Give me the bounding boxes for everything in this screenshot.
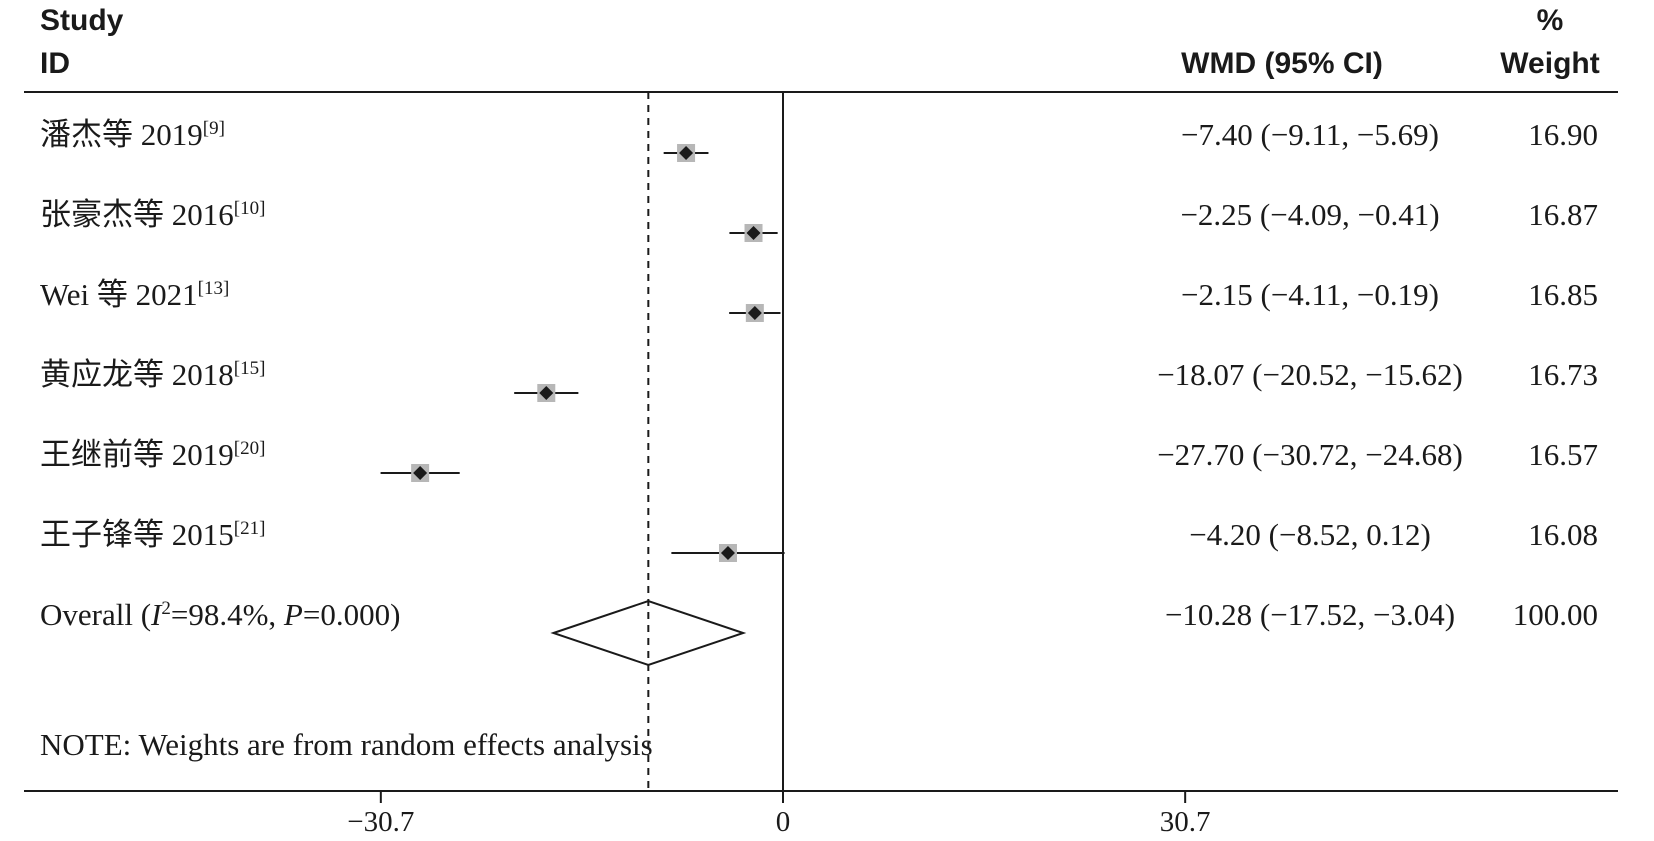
- weight-text: 16.57: [1528, 437, 1598, 472]
- overall-row: Overall (I2=98.4%, P=0.000) −10.28 (−17.5…: [40, 597, 1598, 667]
- header-id: ID: [40, 47, 70, 80]
- effect-ci-text: −4.20 (−8.52, 0.12): [1189, 517, 1431, 552]
- x-tick-label: 0: [776, 806, 791, 838]
- header-effect: WMD (95% CI): [1181, 47, 1383, 80]
- x-tick-label: 30.7: [1160, 806, 1211, 838]
- study-label: 王继前等 2019[20]: [40, 437, 265, 472]
- point-estimate: [539, 386, 554, 400]
- effect-ci-text: −27.70 (−30.72, −24.68): [1157, 437, 1463, 472]
- study-row: Wei 等 2021[13] −2.15 (−4.11, −0.19) 16.85: [40, 277, 1598, 322]
- point-estimate: [720, 546, 735, 560]
- study-label: Wei 等 2021[13]: [40, 277, 229, 312]
- study-row: 潘杰等 2019[9] −7.40 (−9.11, −5.69) 16.90: [40, 117, 1598, 162]
- study-label: 张豪杰等 2016[10]: [40, 197, 265, 232]
- overall-ci-text: −10.28 (−17.52, −3.04): [1165, 597, 1455, 632]
- point-estimate: [747, 306, 762, 320]
- effect-ci-text: −2.25 (−4.09, −0.41): [1180, 197, 1439, 232]
- effect-ci-text: −7.40 (−9.11, −5.69): [1181, 117, 1439, 152]
- study-row: 张豪杰等 2016[10] −2.25 (−4.09, −0.41) 16.87: [40, 197, 1598, 242]
- overall-label: Overall (I2=98.4%, P=0.000): [40, 597, 400, 632]
- point-estimate: [746, 226, 761, 240]
- reference-lines: [647, 92, 784, 791]
- weight-text: 16.08: [1528, 517, 1598, 552]
- note-text: NOTE: Weights are from random effects an…: [40, 727, 653, 762]
- study-label: 王子锋等 2015[21]: [40, 517, 265, 552]
- study-row: 王继前等 2019[20] −27.70 (−30.72, −24.68) 16.5…: [40, 437, 1598, 482]
- weight-text: 16.90: [1528, 117, 1598, 152]
- x-axis-ticks: −30.7 0 30.7: [347, 791, 1211, 838]
- overall-diamond: [550, 599, 747, 667]
- overall-weight-text: 100.00: [1513, 597, 1598, 632]
- header-weight-percent: %: [1537, 4, 1564, 37]
- header-weight: Weight: [1500, 47, 1599, 80]
- effect-ci-text: −18.07 (−20.52, −15.62): [1157, 357, 1463, 392]
- study-label: 潘杰等 2019[9]: [40, 117, 225, 152]
- weight-text: 16.85: [1528, 277, 1598, 312]
- point-estimate: [413, 466, 428, 480]
- study-row: 黄应龙等 2018[15] −18.07 (−20.52, −15.62) 16.7…: [40, 357, 1598, 402]
- study-label: 黄应龙等 2018[15]: [40, 357, 265, 392]
- point-estimate: [679, 146, 694, 160]
- study-rows: 潘杰等 2019[9] −7.40 (−9.11, −5.69) 16.90 张豪杰等…: [40, 117, 1598, 562]
- study-row: 王子锋等 2015[21] −4.20 (−8.52, 0.12) 16.08: [40, 517, 1598, 562]
- x-tick-label: −30.7: [347, 806, 414, 838]
- weight-text: 16.73: [1528, 357, 1598, 392]
- header-study: Study: [40, 4, 124, 37]
- effect-ci-text: −2.15 (−4.11, −0.19): [1181, 277, 1439, 312]
- weight-text: 16.87: [1528, 197, 1598, 232]
